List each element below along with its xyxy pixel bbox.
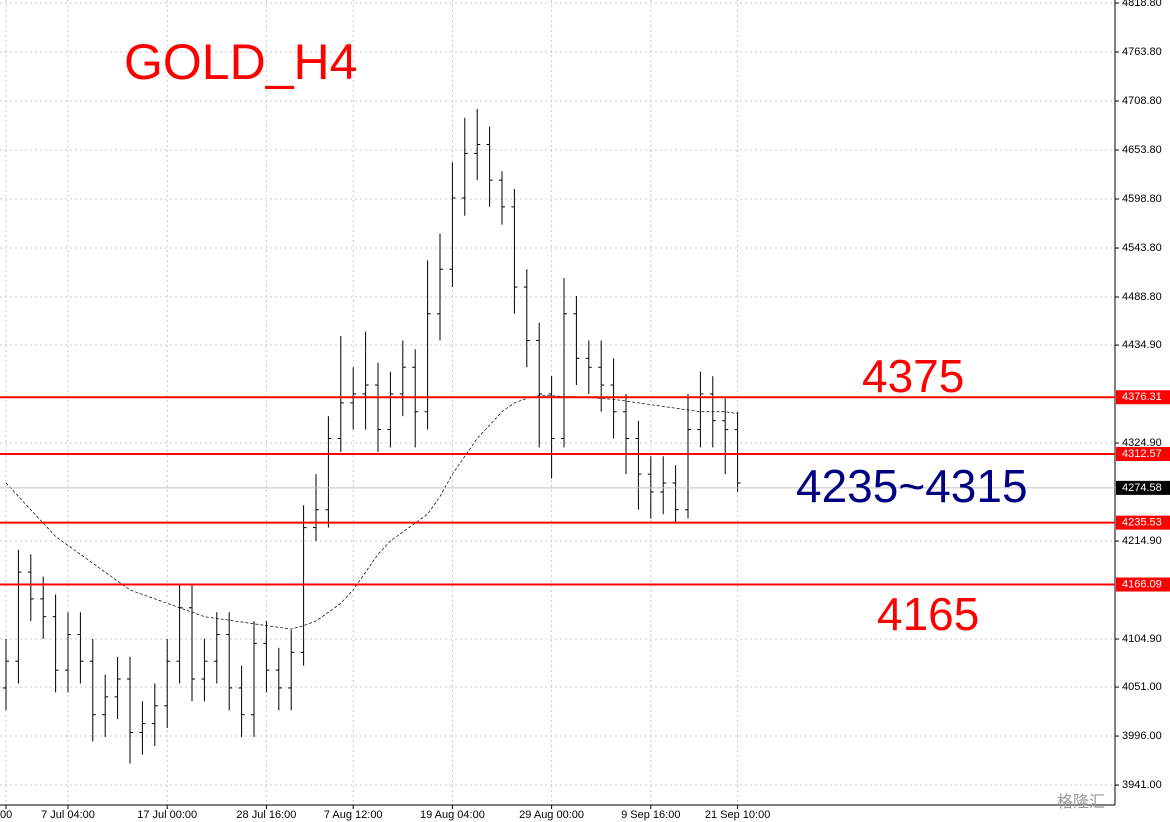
x-tick-label: 9 Sep 16:00: [621, 809, 680, 821]
watermark: 格隆汇: [1057, 793, 1105, 811]
level-box: [1116, 577, 1170, 592]
x-tick-label: 21 Sep 10:00: [705, 809, 770, 821]
x-tick-label: 17 Jul 00:00: [137, 809, 197, 821]
y-tick-label: 4488.80: [1122, 291, 1162, 303]
level-label: 4166.09: [1122, 578, 1162, 590]
y-tick-label: 3941.00: [1122, 779, 1162, 791]
y-tick-label: 4434.90: [1122, 339, 1162, 351]
current-price-label: 4274.58: [1122, 482, 1162, 494]
annotation: 4165: [877, 588, 979, 640]
level-label: 4376.31: [1122, 391, 1162, 403]
level-box: [1116, 515, 1170, 530]
moving-average: [5, 395, 738, 630]
y-tick-label: 4104.90: [1122, 633, 1162, 645]
current-price-box: [1116, 480, 1170, 495]
annotation: 4235~4315: [796, 460, 1028, 512]
x-tick-label: 7 Jul 04:00: [41, 809, 95, 821]
annotation: 4375: [862, 350, 964, 402]
y-tick-label: 4763.80: [1122, 46, 1162, 58]
y-tick-label: 4543.80: [1122, 242, 1162, 254]
x-tick-label: 28 Jul 16:00: [236, 809, 296, 821]
x-tick-label: 7 Aug 12:00: [324, 809, 383, 821]
y-tick-label: 4818.80: [1122, 0, 1162, 9]
x-tick-label: 19 Aug 04:00: [420, 809, 485, 821]
y-tick-label: 3996.00: [1122, 730, 1162, 742]
x-tick-label: 29 Aug 00:00: [519, 809, 584, 821]
y-tick-label: 4708.80: [1122, 95, 1162, 107]
level-label: 4312.57: [1122, 448, 1162, 460]
y-tick-label: 4653.80: [1122, 144, 1162, 156]
x-tick-label: 00: [0, 809, 12, 821]
y-tick-label: 4598.80: [1122, 193, 1162, 205]
chart-title: GOLD_H4: [124, 34, 357, 90]
y-tick-label: 4214.90: [1122, 535, 1162, 547]
y-tick-label: 4051.00: [1122, 681, 1162, 693]
level-box: [1116, 390, 1170, 405]
y-tick-label: 4324.90: [1122, 437, 1162, 449]
level-box: [1116, 447, 1170, 462]
level-label: 4235.53: [1122, 517, 1162, 529]
